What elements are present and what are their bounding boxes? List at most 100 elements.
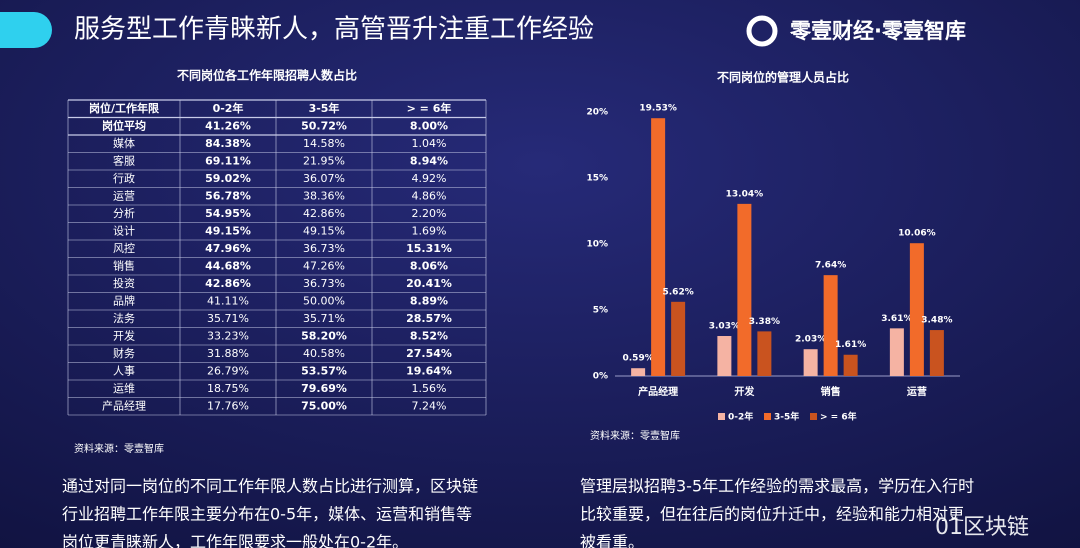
table-cell: 8.89% <box>410 294 448 307</box>
paragraph-line: 被看重。 <box>580 533 644 548</box>
table-cell: 50.00% <box>303 294 345 307</box>
table-cell: 33.23% <box>207 329 249 342</box>
table-cell: 产品经理 <box>102 398 146 412</box>
paragraph-line: 岗位更青睐新人，工作年限要求一般处在0-2年。 <box>62 533 408 548</box>
bar <box>737 203 752 376</box>
table-header: 3-5年 <box>309 101 340 115</box>
table-cell: 42.86% <box>205 277 251 290</box>
table-cell: 40.58% <box>303 347 345 360</box>
table-cell: 41.11% <box>207 294 249 307</box>
bar <box>671 301 686 376</box>
table-cell: 品牌 <box>113 293 135 307</box>
table-cell: 运维 <box>113 382 135 395</box>
legend-label: 3-5年 <box>774 411 799 423</box>
table-cell: 36.07% <box>303 172 345 185</box>
table-cell: 财务 <box>113 346 135 360</box>
legend-label: 0-2年 <box>728 411 753 423</box>
value-label: 19.53% <box>639 104 677 114</box>
paragraph-line: 管理层拟招聘3-5年工作经验的需求最高，学历在入行时 <box>580 477 974 496</box>
table-cell: 26.79% <box>207 364 249 377</box>
value-label: 3.38% <box>749 317 780 327</box>
legend-label: > = 6年 <box>820 411 857 423</box>
table-cell: 19.64% <box>406 364 452 377</box>
table-header: 岗位/工作年限 <box>89 101 159 115</box>
table-cell: 投资 <box>113 276 135 290</box>
table-cell: 41.26% <box>205 119 251 132</box>
table-cell: 14.58% <box>303 137 345 150</box>
table-cell: 20.41% <box>406 277 452 290</box>
y-tick-label: 0% <box>593 372 608 382</box>
x-tick-label: 运营 <box>907 385 927 398</box>
table-cell: 50.72% <box>301 119 347 132</box>
table-cell: 8.94% <box>410 154 448 167</box>
value-label: 0.59% <box>623 354 654 364</box>
table-cell: 54.95% <box>205 207 251 220</box>
table-cell: 36.73% <box>303 277 345 290</box>
value-label: 1.61% <box>835 340 866 350</box>
y-tick-label: 20% <box>586 108 608 118</box>
table-cell: 8.52% <box>410 329 448 342</box>
table-cell: 36.73% <box>303 242 345 255</box>
legend-swatch <box>718 413 725 420</box>
x-tick-label: 产品经理 <box>638 385 678 398</box>
table-cell: 27.54% <box>406 347 452 360</box>
table-cell: 75.00% <box>301 399 347 412</box>
legend-swatch <box>764 413 771 420</box>
table-cell: 分析 <box>113 206 135 220</box>
table-cell: 47.26% <box>303 259 345 272</box>
table-cell: 49.15% <box>205 224 251 237</box>
table-cell: 销售 <box>113 258 135 272</box>
table-cell: 59.02% <box>205 172 251 185</box>
table-cell: 人事 <box>113 364 135 377</box>
chart-source: 资料来源：零壹智库 <box>590 429 680 442</box>
table-cell: 38.36% <box>303 189 345 202</box>
table-cell: 行政 <box>113 171 135 185</box>
table-cell: 2.20% <box>412 207 447 220</box>
table-cell: 8.00% <box>410 119 448 132</box>
bar <box>631 368 646 376</box>
table-cell: 17.76% <box>207 399 249 412</box>
watermark: 01区块链 <box>935 515 1029 540</box>
table-cell: 15.31% <box>406 242 452 255</box>
bar <box>823 275 838 376</box>
table-cell: 4.92% <box>412 172 447 185</box>
table-cell: 设计 <box>113 224 135 237</box>
chart-title: 不同岗位的管理人员占比 <box>717 70 849 85</box>
table-cell: 35.71% <box>207 312 249 325</box>
table-cell: 风控 <box>113 241 135 255</box>
value-label: 3.48% <box>921 316 952 326</box>
logo-text: 零壹财经·零壹智库 <box>789 19 966 43</box>
table-cell: 运营 <box>113 188 135 202</box>
table-cell: 49.15% <box>303 224 345 237</box>
paragraph-line: 行业招聘工作年限主要分布在0-5年，媒体、运营和销售等 <box>62 505 472 524</box>
table-header: 0-2年 <box>213 101 244 115</box>
value-label: 7.64% <box>815 261 846 271</box>
table-cell: 44.68% <box>205 259 251 272</box>
table-cell: 媒体 <box>113 136 135 150</box>
table-source: 资料来源：零壹智库 <box>74 442 164 455</box>
table-cell: 客服 <box>113 153 135 167</box>
table-cell: 1.04% <box>412 137 447 150</box>
bar <box>803 349 818 376</box>
table-cell: 法务 <box>113 311 135 325</box>
table-cell: 42.86% <box>303 207 345 220</box>
bar <box>757 331 772 376</box>
table-cell: 31.88% <box>207 347 249 360</box>
bar <box>651 118 666 376</box>
table-cell: 28.57% <box>406 312 452 325</box>
paragraph-line: 比较重要，但在往后的岗位升迁中，经验和能力相对更 <box>580 505 964 524</box>
y-tick-label: 15% <box>586 174 608 184</box>
bar <box>929 330 944 376</box>
table-cell: 8.06% <box>410 259 448 272</box>
table-cell: 84.38% <box>205 137 251 150</box>
x-tick-label: 开发 <box>734 385 755 398</box>
table-header: > = 6年 <box>407 101 452 115</box>
value-label: 5.62% <box>663 287 694 297</box>
table-cell: 开发 <box>113 328 135 342</box>
logo-icon <box>746 15 778 47</box>
table-cell: 69.11% <box>205 154 251 167</box>
table-cell: 1.69% <box>412 224 447 237</box>
table-cell: 58.20% <box>301 329 347 342</box>
value-label: 3.61% <box>881 314 912 324</box>
